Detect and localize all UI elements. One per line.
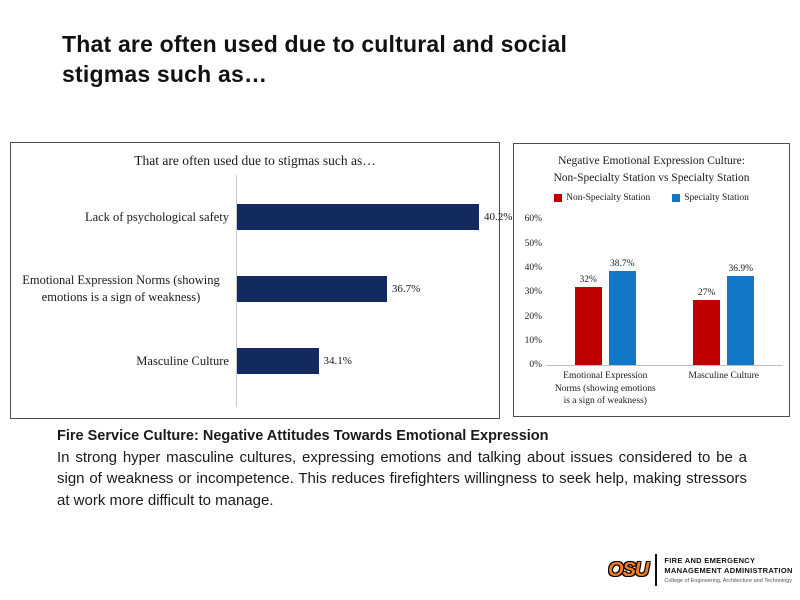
bar-data-label: 38.7%	[609, 259, 635, 270]
right-chart-plot: 32% 38.7% 27% 36.9%	[546, 219, 784, 367]
footer-text: FIRE AND EMERGENCY MANAGEMENT ADMINISTRA…	[664, 556, 792, 584]
left-chart-axis-line	[236, 175, 237, 407]
left-chart-bar-track: 40.2%	[236, 181, 512, 253]
y-axis-tick-label: 50%	[524, 238, 542, 249]
left-chart-bar	[237, 276, 387, 302]
bar	[693, 299, 721, 366]
legend-swatch-icon	[554, 194, 563, 203]
left-chart-row: Lack of psychological safety 40.2%	[11, 181, 512, 253]
bar-column: 36.9%	[727, 219, 755, 366]
bar-data-label: 36.9%	[728, 263, 754, 274]
left-chart-category-label: Emotional Expression Norms (showing emot…	[22, 273, 220, 304]
footer-college: College of Engineering, Architecture and…	[664, 577, 793, 584]
bar-group: 27% 36.9%	[665, 219, 784, 366]
left-chart-data-label: 40.2%	[483, 211, 513, 223]
right-chart-title: Negative Emotional Expression Culture: No…	[514, 153, 789, 186]
left-chart-bar-track: 34.1%	[236, 325, 499, 397]
left-chart-category-label: Masculine Culture	[136, 353, 229, 368]
left-chart-label-cell: Emotional Expression Norms (showing emot…	[11, 272, 236, 306]
bar-column: 27%	[693, 219, 721, 366]
left-chart-bar	[237, 348, 319, 374]
y-axis-tick-label: 0%	[529, 360, 542, 371]
left-chart-bar	[237, 204, 479, 230]
left-chart-title: That are often used due to stigmas such …	[134, 153, 376, 168]
right-chart-plot-wrap: 32% 38.7% 27% 36.9% Emotional Expression No…	[546, 219, 783, 407]
bar-data-label: 32%	[579, 275, 597, 286]
footer-divider	[655, 554, 658, 586]
bar-column: 38.7%	[608, 219, 636, 366]
legend-item: Specialty Station	[672, 193, 749, 203]
left-chart-label-cell: Lack of psychological safety	[11, 209, 236, 226]
left-chart-label-cell: Masculine Culture	[11, 353, 236, 370]
y-axis-tick-label: 60%	[524, 214, 542, 225]
left-chart-row: Emotional Expression Norms (showing emot…	[11, 253, 499, 325]
bar	[608, 271, 636, 366]
bar-data-label: 27%	[698, 287, 716, 298]
left-chart-data-label: 36.7%	[391, 283, 421, 295]
footer-brand: OSU FIRE AND EMERGENCY MANAGEMENT ADMINI…	[608, 554, 793, 586]
right-chart-title-line2: Non-Specialty Station vs Specialty Stati…	[553, 171, 750, 184]
bar	[574, 287, 602, 366]
legend-swatch-icon	[672, 194, 681, 203]
right-chart-y-axis: 60% 50% 40% 30% 20% 10% 0%	[518, 214, 546, 370]
footer-org-line2: MANAGEMENT ADMINISTRATION	[664, 566, 793, 575]
legend-item: Non-Specialty Station	[554, 193, 650, 203]
left-chart-data-label: 34.1%	[323, 355, 352, 367]
bar-column: 32%	[574, 219, 602, 366]
legend-label: Non-Specialty Station	[566, 193, 651, 204]
slide-title: That are often used due to cultural and …	[62, 30, 732, 90]
y-axis-tick-label: 10%	[524, 336, 542, 346]
osu-logo-icon: OSU	[608, 558, 649, 581]
y-axis-tick-label: 20%	[524, 311, 542, 322]
y-axis-tick-label: 30%	[524, 287, 542, 298]
slide-title-line2: stigmas such as…	[62, 60, 268, 87]
body-heading: Fire Service Culture: Negative Attitudes…	[57, 428, 549, 444]
left-chart-panel: That are often used due to stigmas such …	[10, 142, 512, 419]
x-axis-category-label: Emotional Expression Norms (showing emot…	[554, 371, 656, 407]
right-chart-area: 60% 50% 40% 30% 20% 10% 0% 32% 38.7% 27% 36.9% Em…	[514, 214, 789, 407]
left-chart-row: Masculine Culture 34.1%	[11, 325, 499, 397]
right-chart-title-line1: Negative Emotional Expression Culture:	[558, 155, 745, 167]
footer-org-line1: FIRE AND EMERGENCY	[664, 556, 756, 566]
legend-label: Specialty Station	[684, 193, 749, 204]
right-chart-panel: Negative Emotional Expression Culture: No…	[513, 143, 790, 417]
right-chart-legend: Non-Specialty Station Specialty Station	[514, 193, 789, 203]
y-axis-tick-label: 40%	[524, 263, 542, 273]
bar-group: 32% 38.7%	[546, 219, 665, 366]
x-axis-category-label: Masculine Culture	[688, 371, 759, 382]
left-chart-category-label: Lack of psychological safety	[84, 209, 229, 224]
slide-title-line1: That are often used due to cultural and …	[62, 31, 568, 57]
body-paragraph: In strong hyper masculine cultures, expr…	[57, 449, 747, 509]
bar	[727, 275, 755, 366]
left-chart-bar-track: 36.7%	[236, 253, 499, 325]
right-chart-category-axis: Emotional Expression Norms (showing emot…	[546, 370, 783, 407]
left-chart-plot: Lack of psychological safety 40.2% Emotion…	[11, 175, 512, 407]
body-text-block: Fire Service Culture: Negative Attitudes…	[57, 428, 747, 511]
